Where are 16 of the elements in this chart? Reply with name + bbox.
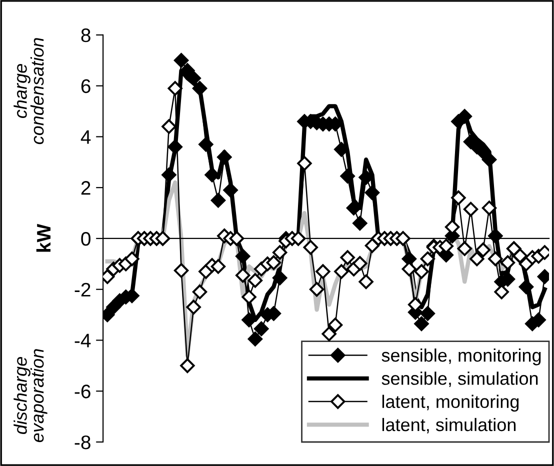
- legend-label: sensible, monitoring: [382, 348, 541, 366]
- y-axis-title: kW: [36, 224, 50, 252]
- y-tick-label: -6: [74, 384, 90, 398]
- y-tick-label: 6: [81, 79, 90, 94]
- text: charge condensation: [14, 38, 44, 144]
- legend-label: latent, monitoring: [382, 394, 519, 412]
- y-tick-label: 8: [81, 28, 90, 42]
- y-tick-label: -2: [74, 282, 90, 296]
- y-tick-label: -4: [74, 334, 91, 348]
- legend-label: sensible, simulation: [382, 372, 538, 388]
- y-tick-label: 0: [81, 232, 90, 246]
- y-tick-label: 4: [80, 130, 91, 144]
- legend-label: latent, simulation: [382, 418, 516, 434]
- y-tick-label: -8: [74, 435, 90, 450]
- y-tick-label: 2: [81, 181, 90, 195]
- text: discharge evaporation: [14, 349, 48, 442]
